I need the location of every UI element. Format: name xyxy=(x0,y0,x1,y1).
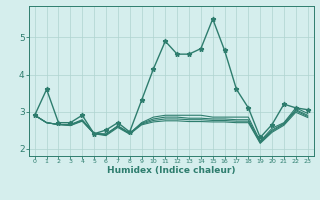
X-axis label: Humidex (Indice chaleur): Humidex (Indice chaleur) xyxy=(107,166,236,175)
